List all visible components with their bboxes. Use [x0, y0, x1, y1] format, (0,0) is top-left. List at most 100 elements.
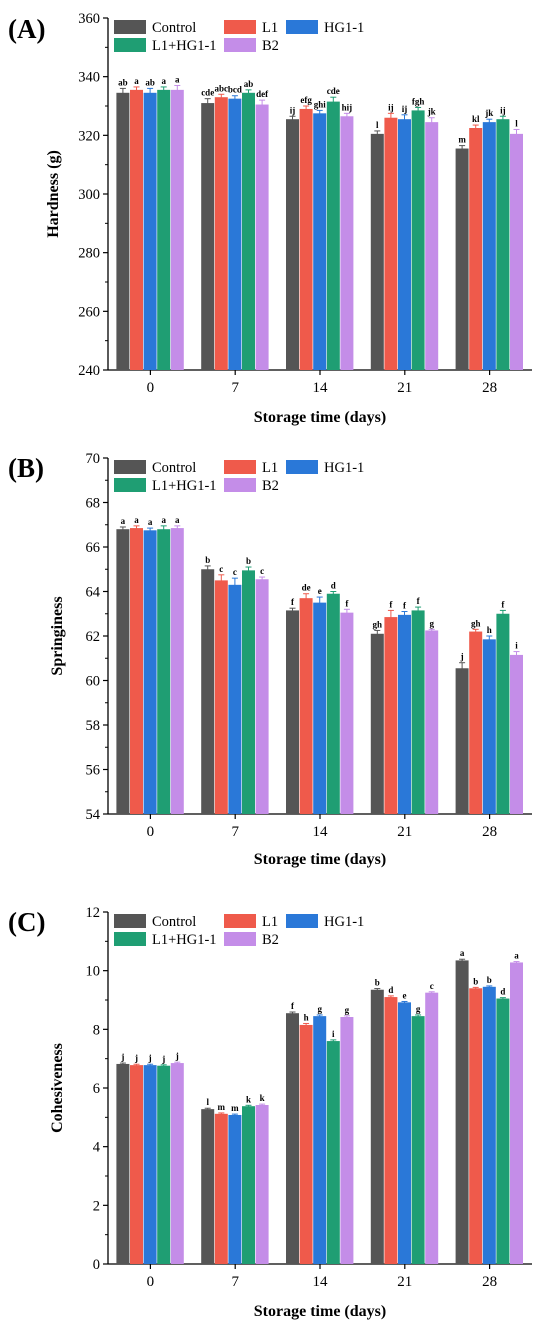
significance-letter: c — [430, 981, 434, 991]
bar — [411, 610, 425, 814]
legend-label: HG1-1 — [324, 914, 364, 930]
y-tick-label: 54 — [86, 807, 101, 823]
bar — [170, 528, 184, 814]
y-tick-label: 56 — [86, 763, 101, 779]
bar — [157, 89, 171, 370]
y-tick-label: 6 — [93, 1081, 100, 1097]
legend-label: HG1-1 — [324, 460, 364, 476]
significance-letter: d — [331, 581, 336, 591]
bar — [455, 148, 469, 370]
bar — [299, 108, 313, 370]
legend-label: Control — [152, 20, 196, 36]
legend-swatch — [286, 914, 318, 928]
bar — [384, 997, 398, 1264]
y-tick-label: 360 — [78, 11, 100, 27]
significance-letter: c — [219, 564, 223, 574]
significance-letter: gh — [471, 618, 481, 628]
bar — [157, 529, 171, 814]
significance-letter: g — [317, 1004, 322, 1014]
bar — [469, 988, 483, 1264]
y-axis-title: Cohesiveness — [49, 1043, 66, 1133]
significance-letter: de — [302, 583, 311, 593]
bar — [143, 1065, 157, 1264]
legend-label: B2 — [262, 478, 279, 494]
significance-letter: j — [134, 1053, 138, 1063]
legend-swatch — [224, 460, 256, 474]
x-axis-title: Storage time (days) — [254, 851, 386, 868]
bar — [469, 128, 483, 370]
significance-letter: e — [403, 990, 407, 1000]
bar — [510, 654, 523, 814]
bar — [398, 1002, 411, 1264]
significance-letter: f — [389, 599, 393, 609]
significance-letter: l — [206, 1097, 209, 1107]
legend-swatch — [224, 914, 256, 928]
bar — [201, 103, 215, 371]
x-axis-title: Storage time (days) — [254, 409, 386, 426]
bar — [469, 631, 483, 814]
significance-letter: cde — [201, 88, 214, 98]
y-tick-label: 64 — [86, 585, 101, 601]
significance-letter: b — [375, 978, 380, 988]
x-tick-label: 7 — [231, 380, 239, 396]
legend-swatch — [224, 20, 256, 34]
significance-letter: ghi — [314, 99, 327, 109]
bar — [242, 92, 255, 371]
bar — [214, 97, 228, 370]
significance-letter: m — [218, 1102, 226, 1112]
bar — [326, 593, 340, 814]
panel-label: (A) — [8, 14, 45, 44]
y-axis-title: Hardness (g) — [45, 150, 62, 238]
x-tick-label: 14 — [313, 380, 329, 396]
significance-letter: f — [403, 601, 407, 611]
significance-letter: ab — [244, 79, 254, 89]
y-tick-label: 4 — [93, 1140, 101, 1156]
significance-letter: f — [291, 597, 295, 607]
legend-swatch — [114, 460, 146, 474]
x-tick-label: 28 — [482, 380, 497, 396]
bar — [425, 630, 439, 814]
bar — [496, 119, 510, 370]
y-tick-label: 240 — [78, 363, 100, 379]
significance-letter: a — [121, 516, 126, 526]
significance-letter: e — [318, 586, 322, 596]
significance-letter: j — [460, 652, 464, 662]
x-tick-label: 14 — [313, 824, 329, 840]
bar — [214, 580, 228, 814]
x-tick-label: 21 — [397, 824, 412, 840]
legend-label: B2 — [262, 38, 279, 54]
significance-letter: bcd — [228, 85, 242, 95]
significance-letter: abc — [215, 83, 229, 93]
bar — [425, 992, 439, 1264]
legend-label: Control — [152, 914, 196, 930]
significance-letter: f — [291, 1001, 295, 1011]
bar — [143, 530, 157, 814]
significance-letter: def — [256, 89, 269, 99]
bar — [116, 92, 130, 371]
significance-letter: m — [231, 1103, 239, 1113]
bar — [313, 113, 327, 370]
bar — [370, 633, 384, 814]
significance-letter: j — [175, 1051, 179, 1061]
significance-letter: g — [429, 618, 434, 628]
significance-letter: b — [487, 975, 492, 985]
bar — [455, 668, 469, 814]
bar — [214, 1113, 228, 1264]
significance-letter: gh — [373, 619, 383, 629]
bar — [370, 133, 384, 370]
significance-letter: f — [501, 599, 505, 609]
y-tick-label: 340 — [78, 70, 100, 86]
legend-swatch — [114, 38, 146, 52]
x-tick-label: 0 — [147, 824, 155, 840]
significance-letter: a — [460, 948, 465, 958]
legend-swatch — [286, 460, 318, 474]
significance-letter: a — [175, 515, 180, 525]
x-tick-label: 28 — [482, 824, 497, 840]
y-tick-label: 62 — [86, 629, 101, 645]
bar — [255, 104, 269, 371]
x-tick-label: 14 — [313, 1274, 329, 1290]
x-tick-label: 21 — [397, 380, 412, 396]
significance-letter: ij — [402, 104, 408, 114]
significance-letter: ij — [290, 105, 296, 115]
